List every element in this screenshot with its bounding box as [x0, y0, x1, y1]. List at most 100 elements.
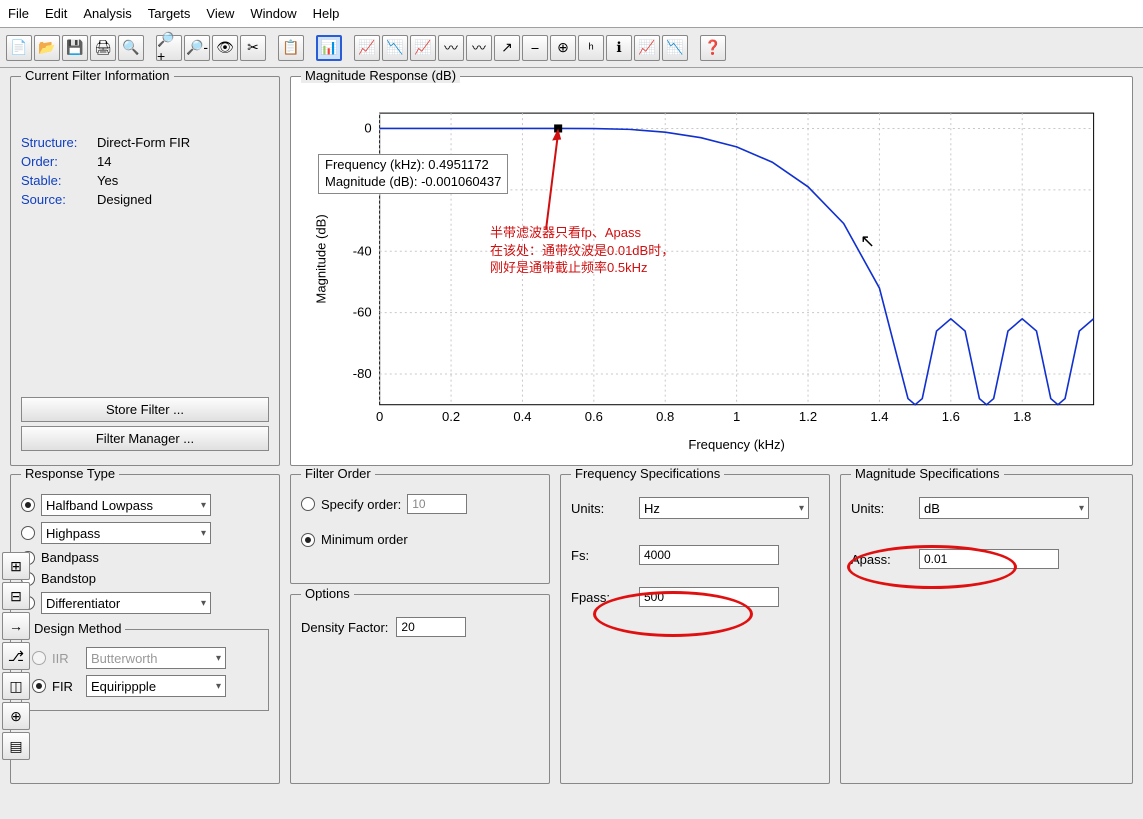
minimum-order-radio[interactable]: [301, 533, 315, 547]
design-method-group: Design Method IIR Butterworth▾ FIR Equir…: [21, 629, 269, 711]
mag-units-select[interactable]: dB▾: [919, 497, 1089, 519]
svg-text:1.2: 1.2: [799, 409, 817, 424]
design-label-FIR: FIR: [52, 679, 80, 694]
toolbar-btn-13[interactable]: 📊: [316, 35, 342, 61]
info-label: Structure:: [21, 135, 97, 150]
apass-input[interactable]: [919, 549, 1059, 569]
svg-text:1.8: 1.8: [1013, 409, 1031, 424]
frequency-specs-panel: Frequency Specifications Units: Hz▾ Fs: …: [560, 474, 830, 784]
toolbar-btn-16[interactable]: 📉: [382, 35, 408, 61]
freq-units-select[interactable]: Hz▾: [639, 497, 809, 519]
toolbar-btn-15[interactable]: 📈: [354, 35, 380, 61]
toolbar-btn-25[interactable]: 📈: [634, 35, 660, 61]
specify-order-label: Specify order:: [321, 497, 401, 512]
info-value: 14: [97, 154, 111, 169]
sidetool-3[interactable]: →: [2, 612, 30, 640]
toolbar-btn-17[interactable]: 📈: [410, 35, 436, 61]
response-radio-1[interactable]: [21, 526, 35, 540]
filter-order-title: Filter Order: [301, 466, 375, 481]
design-combo-FIR[interactable]: Equirippple▾: [86, 675, 226, 697]
filter-info-title: Current Filter Information: [21, 68, 174, 83]
sidetool-1[interactable]: ⊞: [2, 552, 30, 580]
side-toolbar: ⊞ ⊟ → ⎇ ◫ ⊕ ▤: [2, 552, 30, 760]
menu-window[interactable]: Window: [246, 4, 308, 23]
density-factor-input[interactable]: [396, 617, 466, 637]
response-type-panel: Response Type Halfband Lowpass▾Highpass▾…: [10, 474, 280, 784]
info-value: Yes: [97, 173, 118, 188]
magnitude-chart[interactable]: 00.20.40.60.811.21.41.61.80-20-40-60-80F…: [301, 93, 1122, 455]
filter-info-panel: Current Filter Information Structure:Dir…: [10, 76, 280, 466]
menu-edit[interactable]: Edit: [41, 4, 79, 23]
fpass-label: Fpass:: [571, 590, 631, 605]
sidetool-4[interactable]: ⎇: [2, 642, 30, 670]
toolbar-btn-0[interactable]: 📄: [6, 35, 32, 61]
svg-text:0.8: 0.8: [656, 409, 674, 424]
toolbar-btn-7[interactable]: 🔎-: [184, 35, 210, 61]
toolbar-btn-1[interactable]: 📂: [34, 35, 60, 61]
toolbar-btn-22[interactable]: ⊕: [550, 35, 576, 61]
menu-view[interactable]: View: [202, 4, 246, 23]
svg-text:1.4: 1.4: [870, 409, 888, 424]
fs-input[interactable]: [639, 545, 779, 565]
specify-order-input: [407, 494, 467, 514]
freq-units-label: Units:: [571, 501, 631, 516]
sidetool-2[interactable]: ⊟: [2, 582, 30, 610]
menu-file[interactable]: File: [4, 4, 41, 23]
sidetool-6[interactable]: ⊕: [2, 702, 30, 730]
svg-text:0.4: 0.4: [513, 409, 531, 424]
filter-manager-button[interactable]: Filter Manager ...: [21, 426, 269, 451]
magnitude-specs-panel: Magnitude Specifications Units: dB▾ Apas…: [840, 474, 1133, 784]
design-label-IIR: IIR: [52, 651, 80, 666]
svg-text:-60: -60: [353, 305, 372, 320]
toolbar: 📄📂💾🖨🔍🔎+🔎-👁✂📋📊📈📉📈〰〰↗⎯⊕ʰℹ📈📉❓: [0, 28, 1143, 68]
toolbar-btn-11[interactable]: 📋: [278, 35, 304, 61]
specify-order-radio[interactable]: [301, 497, 315, 511]
info-label: Stable:: [21, 173, 97, 188]
svg-text:1.6: 1.6: [942, 409, 960, 424]
sidetool-7[interactable]: ▤: [2, 732, 30, 760]
density-factor-label: Density Factor:: [301, 620, 388, 635]
svg-text:-80: -80: [353, 366, 372, 381]
toolbar-btn-18[interactable]: 〰: [438, 35, 464, 61]
toolbar-btn-23[interactable]: ʰ: [578, 35, 604, 61]
magnitude-response-panel: Magnitude Response (dB) 00.20.40.60.811.…: [290, 76, 1133, 466]
design-radio-FIR[interactable]: [32, 679, 46, 693]
info-label: Source:: [21, 192, 97, 207]
menu-analysis[interactable]: Analysis: [79, 4, 143, 23]
toolbar-btn-2[interactable]: 💾: [62, 35, 88, 61]
sidetool-5[interactable]: ◫: [2, 672, 30, 700]
datatip-freq: Frequency (kHz): 0.4951172: [325, 157, 501, 174]
toolbar-btn-21[interactable]: ⎯: [522, 35, 548, 61]
response-combo-4[interactable]: Differentiator▾: [41, 592, 211, 614]
response-combo-1[interactable]: Highpass▾: [41, 522, 211, 544]
apass-label: Apass:: [851, 552, 911, 567]
svg-text:0: 0: [376, 409, 383, 424]
toolbar-btn-6[interactable]: 🔎+: [156, 35, 182, 61]
menu-help[interactable]: Help: [309, 4, 352, 23]
svg-text:0.2: 0.2: [442, 409, 460, 424]
response-combo-0[interactable]: Halfband Lowpass▾: [41, 494, 211, 516]
design-method-title: Design Method: [30, 621, 125, 636]
fpass-input[interactable]: [639, 587, 779, 607]
store-filter-button[interactable]: Store Filter ...: [21, 397, 269, 422]
svg-text:1: 1: [733, 409, 740, 424]
toolbar-btn-26[interactable]: 📉: [662, 35, 688, 61]
toolbar-btn-20[interactable]: ↗: [494, 35, 520, 61]
freq-specs-title: Frequency Specifications: [571, 466, 724, 481]
minimum-order-label: Minimum order: [321, 532, 408, 547]
toolbar-btn-4[interactable]: 🔍: [118, 35, 144, 61]
info-label: Order:: [21, 154, 97, 169]
toolbar-btn-28[interactable]: ❓: [700, 35, 726, 61]
menu-targets[interactable]: Targets: [144, 4, 203, 23]
svg-text:-40: -40: [353, 243, 372, 258]
svg-text:0: 0: [364, 120, 371, 135]
toolbar-btn-9[interactable]: ✂: [240, 35, 266, 61]
chart-datatip: Frequency (kHz): 0.4951172 Magnitude (dB…: [318, 154, 508, 194]
toolbar-btn-24[interactable]: ℹ: [606, 35, 632, 61]
response-label-2: Bandpass: [41, 550, 99, 565]
toolbar-btn-19[interactable]: 〰: [466, 35, 492, 61]
toolbar-btn-3[interactable]: 🖨: [90, 35, 116, 61]
toolbar-btn-8[interactable]: 👁: [212, 35, 238, 61]
svg-text:Magnitude (dB): Magnitude (dB): [313, 214, 328, 303]
response-radio-0[interactable]: [21, 498, 35, 512]
